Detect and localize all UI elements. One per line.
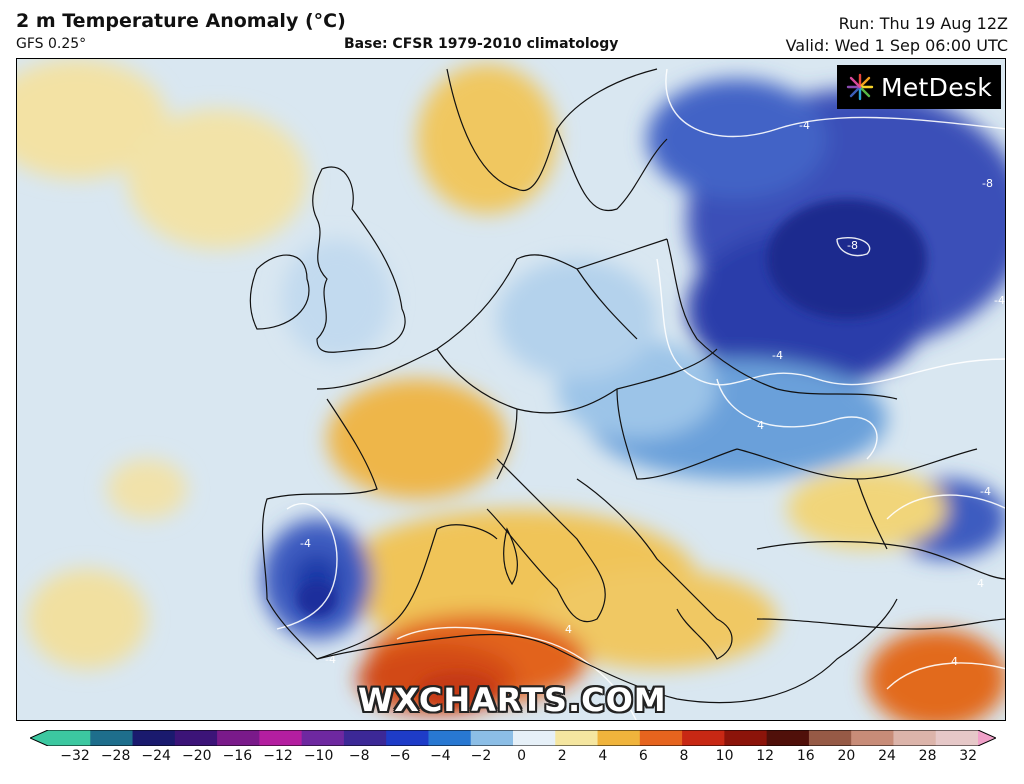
colorbar-tick-label: 4 xyxy=(598,748,608,764)
colorbar-tick-label: −2 xyxy=(470,748,492,764)
contour-label: -4 xyxy=(980,485,991,498)
wxcharts-watermark: WXCHARTS.COM xyxy=(358,681,667,719)
colorbar-tick-label: 32 xyxy=(959,748,978,764)
contour-label: 4 xyxy=(951,655,958,668)
valid-time: Valid: Wed 1 Sep 06:00 UTC xyxy=(785,36,1008,55)
contour-label: -4 xyxy=(799,119,810,132)
colorbar-tick-label: −16 xyxy=(222,748,253,764)
colorbar-tick-label: −12 xyxy=(263,748,293,764)
run-time: Run: Thu 19 Aug 12Z xyxy=(838,14,1008,33)
colorbar-cell xyxy=(386,730,429,746)
colorbar-cell xyxy=(766,730,810,746)
colorbar-cell xyxy=(301,730,345,746)
colorbar-cell xyxy=(174,730,218,746)
colorbar-cell xyxy=(893,730,937,746)
contour-lines xyxy=(276,68,1005,720)
colorbar-cell xyxy=(470,730,514,746)
map-canvas: -4 -4 -4 -4 -8 -8 -4 -4 4 4 4 4 xyxy=(17,59,1005,720)
colorbar-cell xyxy=(597,730,641,746)
colorbar-cell xyxy=(639,730,683,746)
contour-label: 4 xyxy=(977,577,984,590)
colorbar-tick-label: −10 xyxy=(303,748,334,764)
colorbar-cell xyxy=(428,730,472,746)
colorbar-cell xyxy=(513,730,556,746)
colorbar-tick-label: −24 xyxy=(141,748,171,764)
metdesk-logo: MetDesk xyxy=(837,65,1001,109)
colorbar-tick-label: −8 xyxy=(348,748,370,764)
contour-label: -4 xyxy=(994,294,1005,307)
colorbar-tick-label: −6 xyxy=(389,748,411,764)
colorbar-tick-label: 12 xyxy=(756,748,775,764)
colorbar-tick-label: −20 xyxy=(182,748,212,764)
colorbar-tick-label: 6 xyxy=(638,748,648,764)
colorbar xyxy=(30,730,996,746)
colorbar-cell xyxy=(555,730,599,746)
colorbar-tick-label: 24 xyxy=(878,748,896,764)
contour-label: 4 xyxy=(565,623,572,636)
colorbar-tick-label: 28 xyxy=(918,748,937,764)
metdesk-logo-text: MetDesk xyxy=(881,72,992,102)
colorbar-tick-label: 0 xyxy=(517,748,527,764)
colorbar-cell xyxy=(724,730,768,746)
colorbar-cell xyxy=(48,730,91,746)
metdesk-logo-mark-icon xyxy=(846,73,874,101)
anomaly-map: -4 -4 -4 -4 -8 -8 -4 -4 4 4 4 4 xyxy=(16,58,1006,721)
contour-label: -4 xyxy=(772,349,783,362)
colorbar-cell xyxy=(851,730,894,746)
colorbar-cell xyxy=(90,730,134,746)
colorbar-cell xyxy=(808,730,852,746)
colorbar-tick-label: 8 xyxy=(679,748,689,764)
colorbar-tick-label: −32 xyxy=(60,748,90,764)
colorbar-ticks: −32 −28 −24 −20 −16 −12 −10 −8 −6 −4 −2 0 2 4 6 8 10 12 16… xyxy=(0,748,1024,768)
colorbar-cell xyxy=(217,730,260,746)
colorbar-cell xyxy=(343,730,387,746)
colorbar-tick-label: 20 xyxy=(837,748,856,764)
contour-label: 4 xyxy=(757,419,764,432)
contour-labels: -4 -4 -4 -4 -8 -8 -4 -4 4 4 4 4 xyxy=(300,119,1005,668)
colorbar-tick-label: 16 xyxy=(796,748,815,764)
contour-label: -4 xyxy=(325,653,336,666)
colorbar-tick-label: −4 xyxy=(430,748,451,764)
contour-label: -8 xyxy=(982,177,993,190)
colorbar-cell xyxy=(259,730,303,746)
chart-title: 2 m Temperature Anomaly (°C) xyxy=(16,10,346,32)
contour-label: -4 xyxy=(300,537,311,550)
colorbar-extend-low xyxy=(30,730,48,746)
colorbar-tick-label: 2 xyxy=(557,748,567,764)
coastlines xyxy=(249,68,1005,704)
colorbar-cell xyxy=(935,730,979,746)
contour-label: -8 xyxy=(847,239,858,252)
climatology-base: Base: CFSR 1979-2010 climatology xyxy=(344,36,619,52)
colorbar-tick-label: 10 xyxy=(715,748,734,764)
colorbar-cell xyxy=(132,730,176,746)
model-label: GFS 0.25° xyxy=(16,36,87,52)
colorbar-extend-high xyxy=(978,730,996,746)
colorbar-cell xyxy=(682,730,725,746)
colorbar-tick-label: −28 xyxy=(100,748,131,764)
